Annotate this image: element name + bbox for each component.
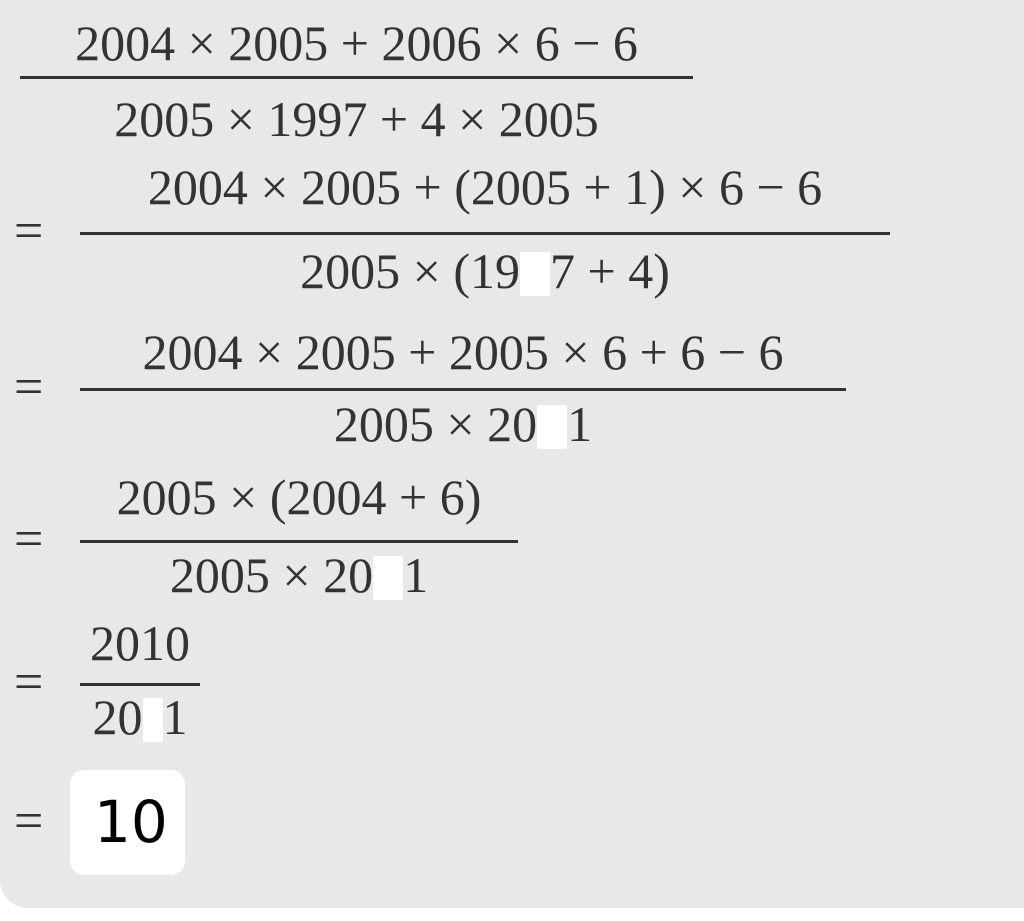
numerator: 2004 × 2005 + (2005 + 1) × 6 − 6: [147, 159, 823, 215]
result-box: 10: [70, 770, 185, 875]
denominator-part: 1: [403, 547, 429, 603]
denominator-part: 2005 × 20: [333, 396, 538, 452]
equals-sign: =: [14, 203, 44, 260]
denominator: 2005 × 20 1: [80, 399, 846, 449]
numerator: 2004 × 2005 + 2005 × 6 + 6 − 6: [142, 324, 784, 380]
fraction-step-3: 2005 × (2004 + 6) 2005 × 20 1: [80, 470, 518, 600]
redaction-mask: [142, 698, 163, 742]
fraction-bar: [80, 232, 890, 235]
denominator-part: 2005 × (19: [300, 243, 520, 299]
denominator-part: 20: [92, 689, 143, 745]
denominator: 2005 × (19 7 + 4): [80, 246, 890, 296]
denominator: 2005 × 20 1: [80, 550, 518, 600]
fraction-step-1: 2004 × 2005 + (2005 + 1) × 6 − 6 2005 × …: [80, 158, 890, 298]
denominator-part: 1: [567, 396, 593, 452]
fraction-bar: [20, 76, 693, 79]
fraction-bar: [80, 683, 200, 686]
numerator: 2004 × 2005 + 2006 × 6 − 6: [75, 15, 638, 71]
fraction-bar: [80, 540, 518, 543]
fraction-step-2: 2004 × 2005 + 2005 × 6 + 6 − 6 2005 × 20…: [80, 325, 846, 455]
numerator: 2005 × (2004 + 6): [116, 469, 482, 525]
denominator-part: 1: [162, 689, 188, 745]
denominator-part: 2005 × 20: [169, 547, 374, 603]
equals-sign: =: [14, 359, 44, 416]
numerator: 2010: [90, 615, 190, 671]
denominator: 2005 × 1997 + 4 × 2005: [114, 91, 599, 147]
equals-sign: =: [14, 793, 44, 850]
equals-sign: =: [14, 511, 44, 568]
equals-sign: =: [14, 654, 44, 711]
redaction-mask: [537, 405, 568, 449]
fraction-step-4: 2010 20 1: [80, 615, 200, 742]
fraction-bar: [80, 388, 846, 391]
fraction-original: 2004 × 2005 + 2006 × 6 − 6 2005 × 1997 +…: [20, 12, 693, 144]
denominator: 20 1: [80, 692, 200, 742]
redaction-mask: [520, 252, 550, 296]
denominator-part: 7 + 4): [550, 243, 670, 299]
result-value: 10: [94, 788, 168, 856]
redaction-mask: [373, 556, 404, 600]
